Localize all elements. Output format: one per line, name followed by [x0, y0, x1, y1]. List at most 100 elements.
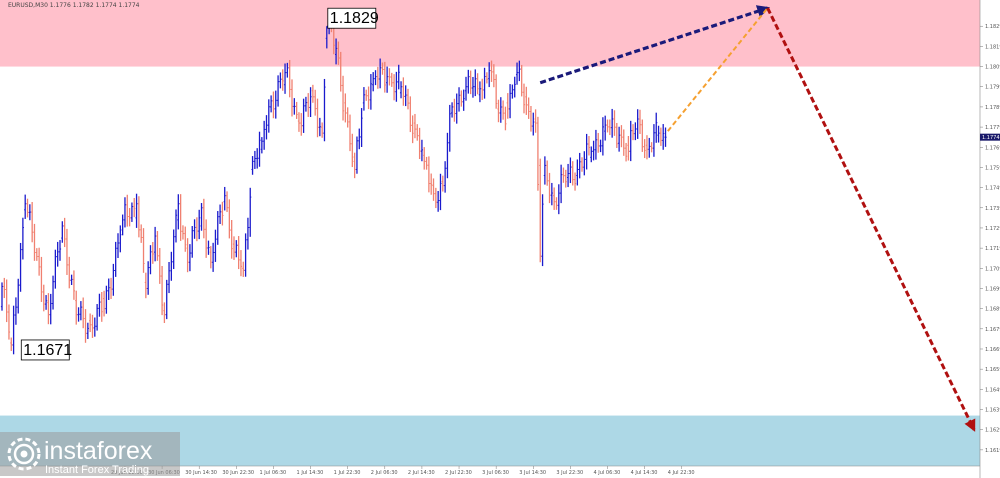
ohlc-bar [260, 137, 263, 154]
time-tick-label: 4 Jul 14:30 [631, 470, 658, 476]
ohlc-bar [592, 140, 595, 161]
ohlc-bar [569, 157, 572, 184]
ohlc-bar [14, 297, 18, 325]
price-tick-label: 1.1649 [985, 387, 1000, 393]
ohlc-bar [288, 59, 291, 98]
ohlc-bar [109, 277, 113, 299]
ohlc-bar [225, 191, 229, 213]
ohlc-bar [21, 217, 24, 260]
ohlc-bar [372, 72, 375, 92]
ohlc-bar [195, 217, 198, 242]
ohlc-bar [488, 62, 491, 88]
price-tick-label: 1.1749 [985, 186, 1000, 192]
ohlc-bar [341, 75, 345, 121]
ohlc-bar [19, 242, 22, 292]
ohlc-bar [453, 98, 456, 122]
ohlc-bar [450, 102, 454, 118]
ohlc-bar [191, 226, 194, 258]
ohlc-bar [272, 91, 275, 119]
ohlc-bar [655, 112, 658, 143]
ohlc-bar [420, 139, 424, 162]
ohlc-bar [100, 291, 103, 322]
ohlc-bar [270, 95, 273, 113]
ohlc-bar [221, 201, 224, 226]
ohlc-bar [508, 84, 512, 119]
ohlc-bar [184, 226, 187, 252]
ohlc-bar [383, 61, 386, 93]
ohlc-bar [404, 85, 407, 107]
price-tick-label: 1.1639 [985, 408, 1000, 414]
ohlc-bar [126, 194, 129, 227]
ohlc-bar [256, 148, 259, 169]
ohlc-bar [374, 70, 377, 86]
ohlc-bar [365, 89, 368, 101]
ohlc-bar [548, 172, 551, 204]
ohlc-bar [346, 107, 349, 128]
ohlc-bar [0, 282, 4, 311]
ohlc-bar [158, 247, 161, 284]
ohlc-bar [33, 223, 36, 261]
ohlc-bar [70, 274, 73, 285]
instaforex-globe-icon [7, 437, 41, 471]
ohlc-bar [546, 160, 549, 186]
ohlc-bar [91, 314, 94, 338]
ohlc-bar [608, 119, 611, 136]
ohlc-bar [448, 104, 451, 152]
ohlc-bar [627, 136, 630, 161]
ohlc-bar [525, 86, 528, 115]
ohlc-bar [165, 279, 168, 320]
ohlc-bar [209, 246, 212, 269]
ohlc-bar [49, 293, 52, 325]
ohlc-bar [137, 196, 140, 238]
ohlc-bar [77, 307, 80, 322]
ohlc-bar [212, 242, 215, 272]
ohlc-bar [239, 250, 243, 277]
ohlc-bar [376, 66, 379, 89]
ohlc-bar [636, 109, 639, 139]
ohlc-bar [650, 142, 653, 153]
time-tick-label: 3 Jul 14:30 [519, 470, 546, 476]
ohlc-bar [142, 228, 145, 273]
ohlc-bar [61, 221, 64, 243]
ohlc-bar [123, 197, 127, 228]
ohlc-bar [276, 75, 280, 107]
current-price-label: 1.1774 [982, 135, 1000, 141]
ohlc-bar [58, 240, 62, 261]
ohlc-bar [339, 51, 342, 92]
ohlc-bar [492, 64, 495, 88]
ohlc-bar [474, 69, 477, 97]
ohlc-bar [423, 147, 426, 170]
ohlc-bar [555, 197, 558, 210]
price-tick-label: 1.1669 [985, 347, 1000, 353]
ohlc-bar [564, 169, 567, 188]
ohlc-bar [112, 263, 115, 296]
ohlc-bar [26, 198, 29, 218]
ohlc-bar [467, 69, 470, 94]
ohlc-bar [181, 225, 185, 240]
ohlc-bar [93, 317, 96, 337]
ohlc-bar [638, 109, 642, 135]
price-label-1-1829: 1.1829 [327, 7, 379, 29]
ohlc-bar [571, 161, 574, 186]
ohlc-bar [323, 78, 326, 142]
ohlc-bar [469, 70, 472, 95]
ohlc-bar [532, 112, 535, 136]
ohlc-bar [413, 113, 417, 139]
ohlc-bar [297, 112, 301, 132]
ohlc-bar [214, 229, 217, 262]
ohlc-bar [618, 126, 621, 152]
ohlc-bar [583, 151, 586, 176]
ohlc-bar [5, 279, 8, 323]
ohlc-bar [599, 139, 602, 153]
ohlc-bar [290, 79, 294, 117]
ohlc-bar [337, 41, 340, 65]
ohlc-bar [56, 241, 59, 267]
ohlc-bar [518, 60, 521, 82]
ohlc-bar [662, 124, 665, 150]
ohlc-bar [566, 163, 570, 188]
ohlc-bar [529, 105, 533, 132]
ohlc-bar [42, 284, 45, 312]
ohlc-bar [119, 225, 122, 253]
price-tick-label: 1.1679 [985, 327, 1000, 333]
